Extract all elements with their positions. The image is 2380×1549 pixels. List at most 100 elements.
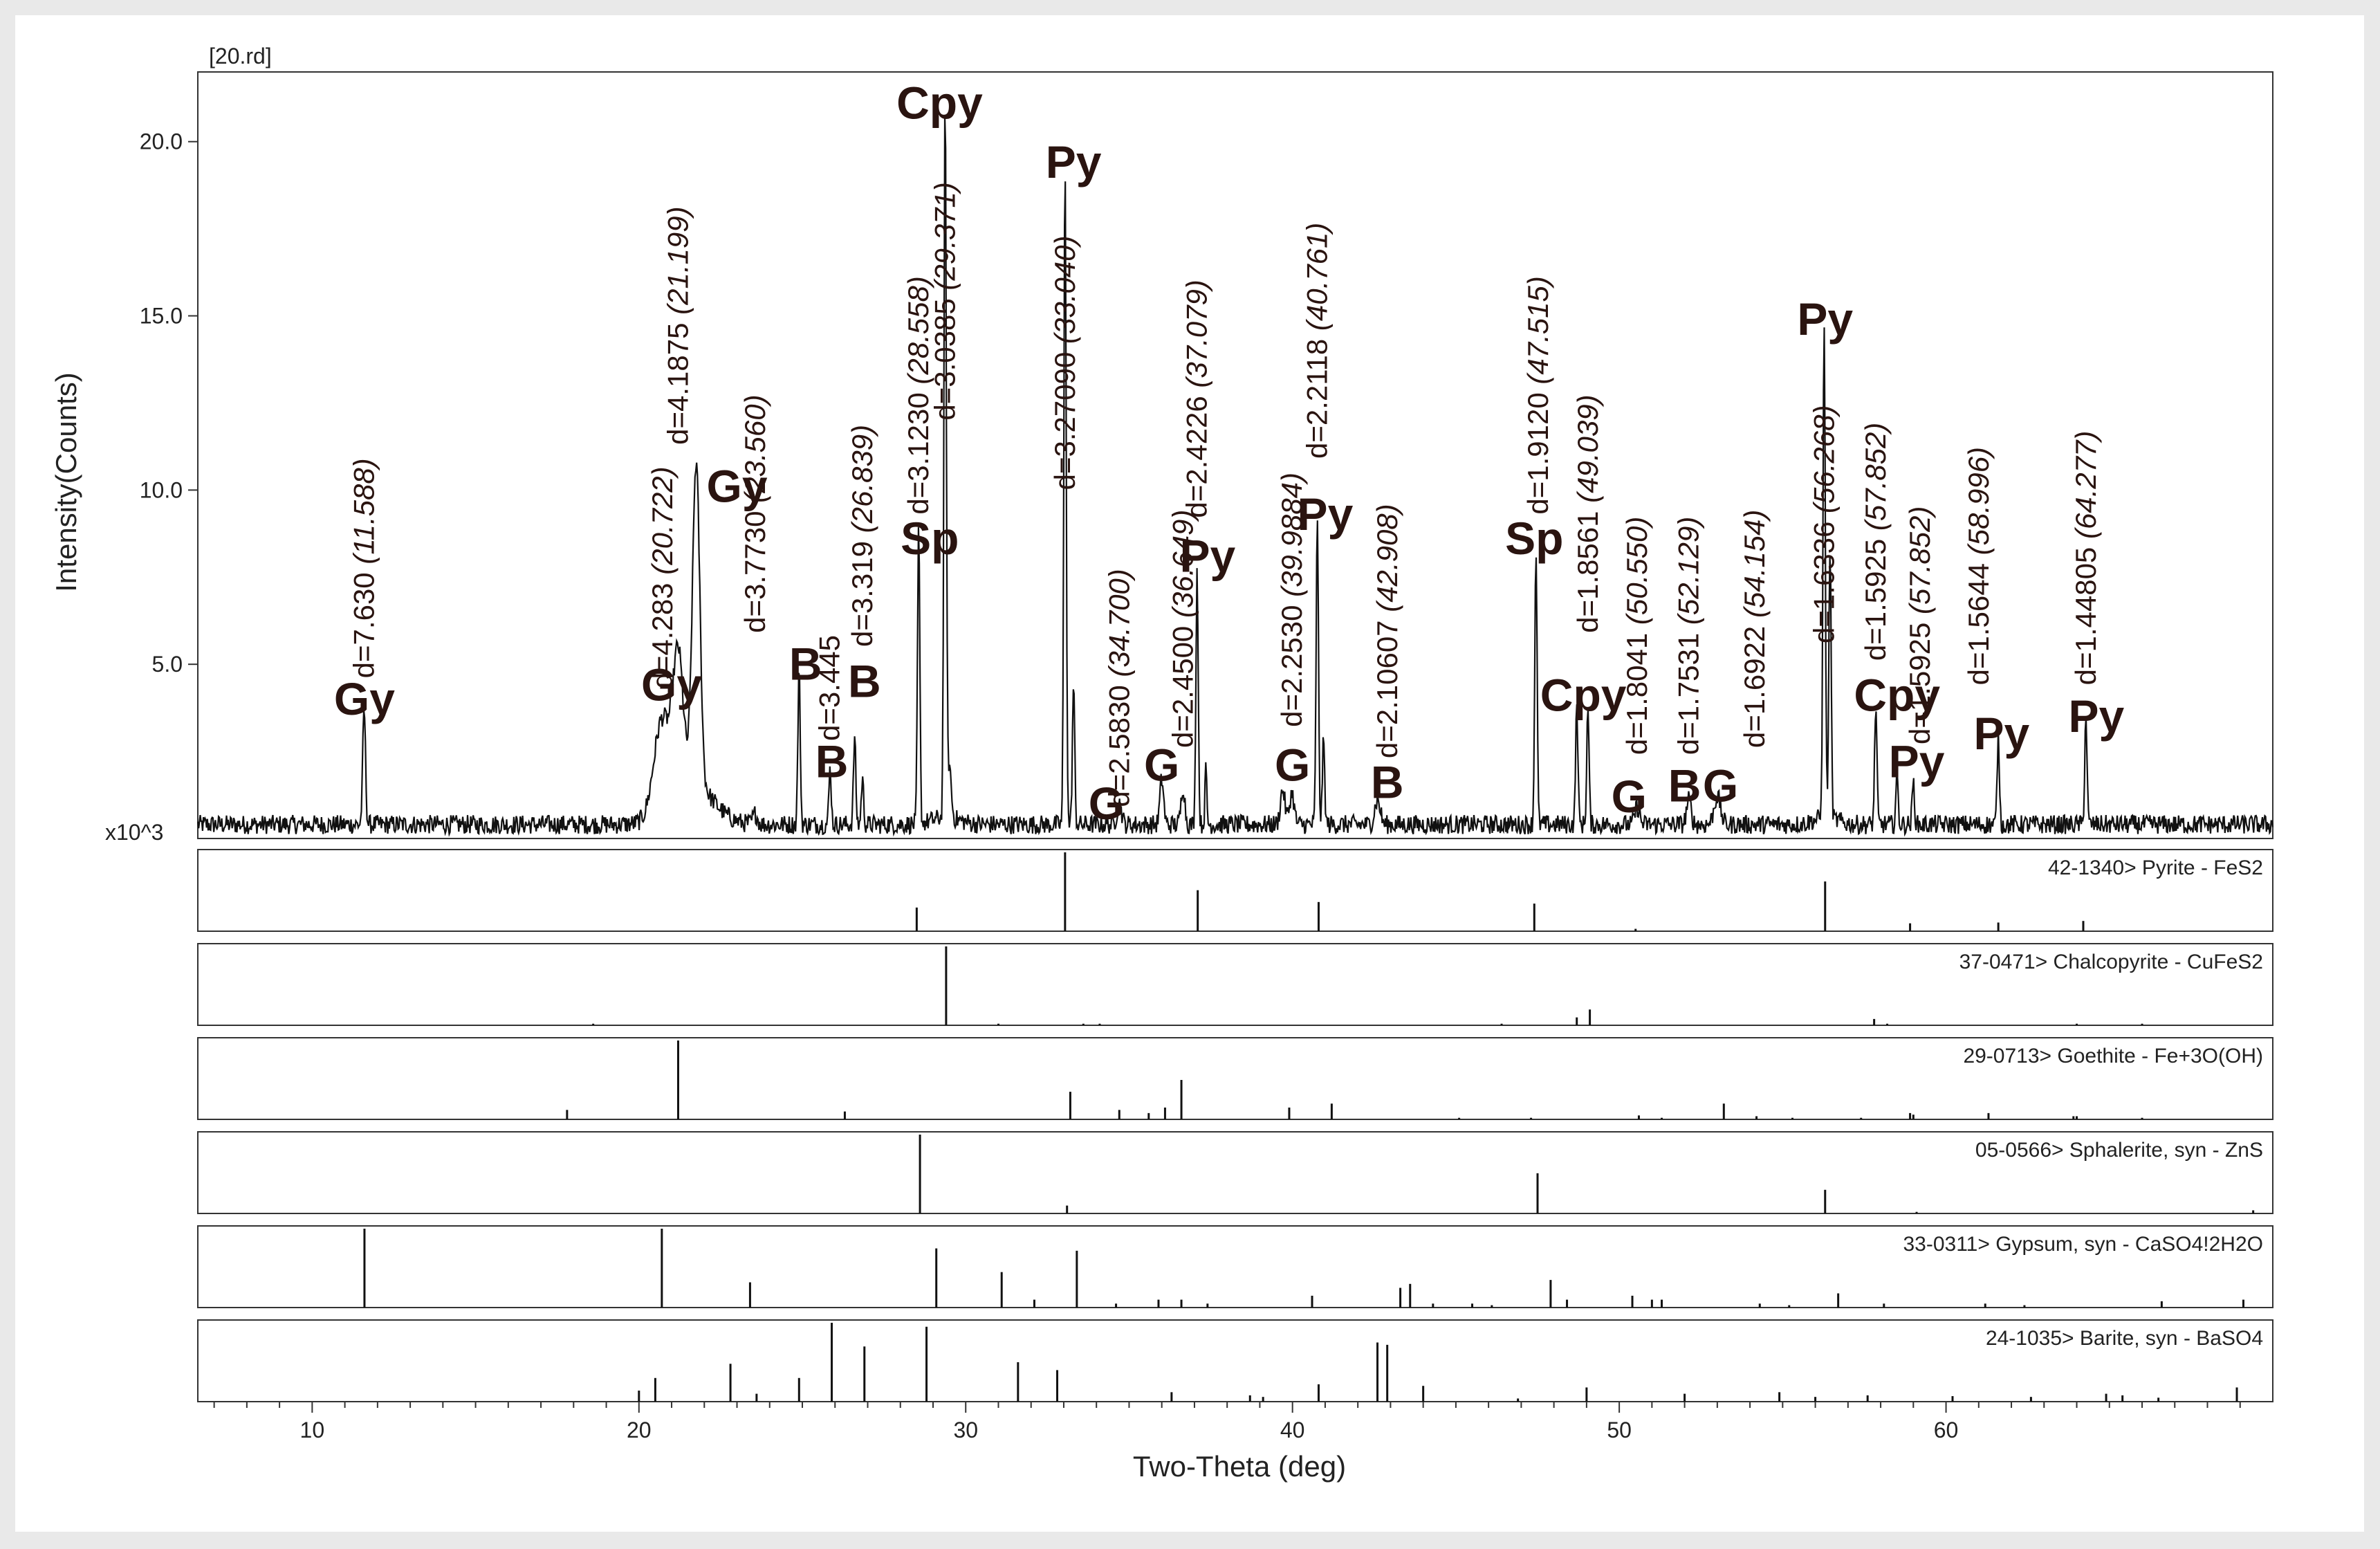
d-spacing-value: d=2.4500 [1166,618,1199,748]
reference-panel: 42-1340> Pyrite - FeS2 [197,849,2273,932]
phase-label: G [1144,739,1179,790]
d-spacing-label: d=3.319 (26.839) [846,425,878,647]
two-theta-value: (40.761) [1301,223,1334,331]
phase-label: Cpy [1854,670,1940,721]
d-spacing-label: d=2.10607 (42.908) [1371,504,1403,758]
d-spacing-label: d=1.7531 (52.129) [1672,517,1705,755]
two-theta-value: (11.588) [347,458,380,564]
d-spacing-label: d=1.5925 (57.852) [1859,423,1892,661]
d-spacing-value: d=3.7730 [739,503,771,633]
two-theta-value: (28.558) [902,276,934,384]
reference-panel: 05-0566> Sphalerite, syn - ZnS [197,1131,2273,1214]
two-theta-value: (34.700) [1103,569,1135,677]
d-spacing-label: d=1.5644 (58.996) [1962,447,1995,685]
phase-label: B [789,638,822,689]
d-spacing-value: d=3.445 [813,635,846,741]
peak-labels: d=7.630 (11.588) d=4.283 (20.722) d=4.1875… [334,77,2125,829]
phase-label: Py [1046,136,1102,187]
phase-label: B [1668,760,1701,812]
d-spacing-value: d=4.1875 [661,315,694,445]
phase-label: Py [1298,488,1354,540]
plot-area-border [197,71,2273,839]
d-spacing-label: d=1.8041 (50.550) [1621,517,1653,755]
two-theta-value: (57.852) [1859,423,1892,531]
d-spacing-label: d=1.6336 (56.268) [1807,405,1840,643]
d-spacing-value: d=4.283 [646,575,679,689]
phase-label: G [1089,778,1124,829]
phase-label: Py [1797,293,1853,345]
d-spacing-label: d=3.1230 (28.558) [902,276,934,514]
two-theta-value: (58.996) [1962,447,1995,555]
phase-label: G [1703,760,1738,812]
y-tick-label: 20.0 [140,129,183,154]
reference-label: 05-0566> Sphalerite, syn - ZnS [1975,1139,2263,1162]
reference-panel-border [197,1037,2273,1120]
phase-label: Gy [707,461,768,512]
two-theta-value: (57.852) [1903,506,1936,614]
reference-label: 42-1340> Pyrite - FeS2 [2048,856,2263,879]
reference-panel: 24-1035> Barite, syn - BaSO4 [197,1319,2273,1402]
reference-panel: 29-0713> Goethite - Fe+3O(OH) [197,1037,2273,1120]
x-axis-label: Two-Theta (deg) [1133,1450,1346,1483]
phase-label: B [815,735,849,787]
file-label: [20.rd] [209,44,272,68]
d-spacing-value: d=1.8041 [1621,625,1653,755]
d-spacing-label: d=1.5925 (57.852) [1903,506,1936,744]
two-theta-value: (26.839) [846,425,878,533]
phase-label: B [1371,757,1404,808]
y-axis-label: Intensity(Counts) [50,372,82,592]
d-spacing-value: d=1.7531 [1672,625,1705,755]
two-theta-value: (49.039) [1571,394,1604,502]
y-tick-label: 15.0 [140,304,183,329]
two-theta-value: (29.371) [928,182,961,290]
d-spacing-label: d=1.6922 (54.154) [1738,510,1771,748]
reference-panel-border [197,1131,2273,1214]
reference-label: 24-1035> Barite, syn - BaSO4 [1986,1327,2263,1350]
two-theta-value: (23.560) [739,394,771,502]
x-tick-label: 40 [1280,1418,1305,1442]
d-spacing-value: d=2.4226 [1181,388,1213,518]
reference-panel: 33-0311> Gypsum, syn - CaSO4!2H2O [197,1225,2273,1308]
reference-panel-border [197,849,2273,932]
d-spacing-label: d=2.5830 (34.700) [1103,569,1135,807]
phase-label: G [1612,771,1647,822]
two-theta-value: (42.908) [1371,504,1403,612]
d-spacing-value: d=3.319 [846,533,878,647]
phase-label: Py [1889,735,1945,787]
d-spacing-value: d=2.5830 [1103,677,1135,807]
d-spacing-value: d=2.2118 [1301,331,1334,459]
two-theta-value: (50.550) [1621,517,1653,625]
y-multiplier-label: x10^3 [105,820,163,845]
d-spacing-label: d=1.8561 (49.039) [1571,394,1604,632]
x-tick-label: 30 [953,1418,978,1442]
d-spacing-label: d=3.27090 (33.040) [1049,236,1081,491]
diffraction-pattern-line [196,116,2274,837]
phase-label: Sp [901,513,959,564]
d-spacing-value: d=2.10607 [1371,612,1403,758]
d-spacing-value: d=7.630 [347,565,380,679]
xrd-chart: [20.rd] x10^3 Intensity(Counts) Two-Thet… [50,44,2274,1483]
d-spacing-label: d=7.630 (11.588) [347,458,380,678]
y-tick-label: 5.0 [152,652,183,677]
d-spacing-label: d=1.44805 (64.277) [2069,431,2102,686]
plot-frame: [20.rd] x10^3 Intensity(Counts) Two-Thet… [15,15,2364,1532]
d-spacing-value: d=3.0385 [928,291,961,421]
x-tick-label: 60 [1934,1418,1959,1442]
d-spacing-label: d=4.1875 (21.199) [661,206,694,444]
phase-label: Py [1974,708,2030,759]
phase-label: Py [1179,530,1235,581]
d-spacing-label: d=3.0385 (29.371) [928,182,961,420]
main-panel: 5.0 10.0 15.0 20.0 [140,71,2274,839]
reference-label: 33-0311> Gypsum, syn - CaSO4!2H2O [1903,1233,2263,1256]
reference-panel-border [197,1319,2273,1402]
d-spacing-value: d=1.6336 [1807,513,1840,643]
reference-label: 37-0471> Chalcopyrite - CuFeS2 [1959,951,2263,973]
d-spacing-value: d=1.8561 [1571,503,1604,633]
two-theta-value: (39.9884) [1275,473,1308,597]
phase-label: Gy [641,659,702,711]
d-spacing-label: d=4.283 (20.722) [646,466,679,688]
d-spacing-label: d=2.2118 (40.761) [1301,223,1334,459]
two-theta-value: (56.268) [1807,405,1840,513]
d-spacing-value: d=1.6922 [1738,618,1771,748]
d-spacing-value: d=1.5644 [1962,555,1995,685]
